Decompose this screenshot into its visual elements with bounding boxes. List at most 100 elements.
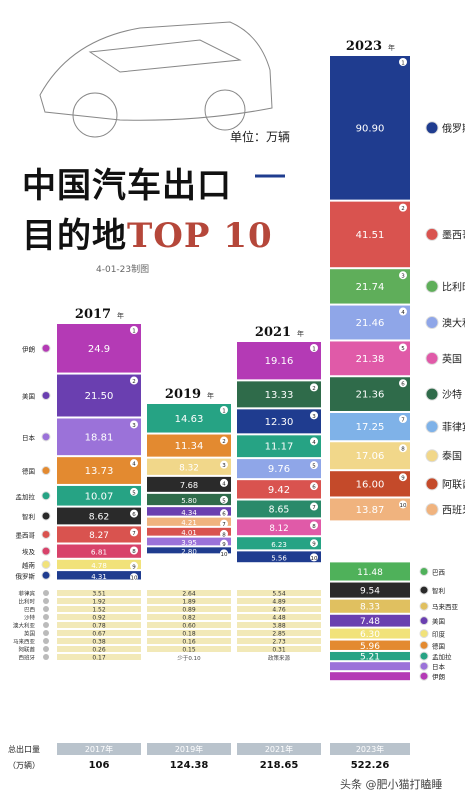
bar-value-2021-4: 11.17 xyxy=(265,442,294,453)
bar-value-2019-8: 4.01 xyxy=(181,529,197,537)
other-bar-2023-8 xyxy=(330,672,410,681)
year-suffix-2017: 年 xyxy=(117,311,124,320)
other-value-2019-1: 1.89 xyxy=(182,599,196,606)
bar-value-2017-1: 24.9 xyxy=(88,344,110,355)
rank-badge-2021-1 xyxy=(310,344,318,352)
other-bar-2021-3 xyxy=(237,614,321,620)
rank-badge-2021-9 xyxy=(310,539,318,548)
flag-icon-2023-7 xyxy=(425,420,439,434)
bar-2017-rank2 xyxy=(57,374,141,417)
bar-2021-rank3 xyxy=(237,409,321,434)
bar-2023-rank3 xyxy=(330,269,410,304)
country-label-2023-9: 阿联酋 xyxy=(442,478,465,491)
bar-value-2023-10: 13.87 xyxy=(356,505,385,516)
country-label-2017-7: 墨西哥 xyxy=(16,531,36,539)
flag-icon-2023-9 xyxy=(425,477,439,491)
rank-number-2017-10: 10 xyxy=(131,576,138,582)
other-bar-2019-2 xyxy=(147,606,231,612)
other-value-2017-0: 3.51 xyxy=(92,591,106,598)
flag-icon-2023-2 xyxy=(425,227,439,241)
rank-badge-2017-7 xyxy=(130,528,138,537)
other-flag-icon-2023-6 xyxy=(419,651,429,661)
flag-icon-2017-2 xyxy=(41,391,51,401)
rank-badge-2019-5 xyxy=(220,495,228,504)
car-window-outline xyxy=(88,39,242,73)
other-bar-2023-2 xyxy=(330,599,410,613)
other-bar-2017-3 xyxy=(57,614,141,620)
bar-2017-rank1 xyxy=(57,324,141,373)
other-country-2017-3: 沙特 xyxy=(24,614,36,622)
bar-value-2019-5: 5.80 xyxy=(181,497,197,505)
bar-value-2017-5: 10.07 xyxy=(85,491,114,502)
rank-number-2019-9: 9 xyxy=(222,542,226,548)
flag-icon-2023-6 xyxy=(425,387,439,401)
bar-2017-rank10 xyxy=(57,571,141,580)
other-bar-2023-4 xyxy=(330,628,410,639)
rank-badge-2021-4 xyxy=(310,437,318,446)
bar-2023-rank9 xyxy=(330,471,410,497)
rank-number-2021-3: 3 xyxy=(312,414,316,420)
other-country-2023-7: 日本 xyxy=(432,662,446,671)
bar-2023-rank1 xyxy=(330,56,410,200)
rank-number-2017-3: 3 xyxy=(132,423,136,429)
other-flag-icon-2017-5 xyxy=(43,630,49,636)
country-label-2017-10: 俄罗斯 xyxy=(16,571,36,580)
bar-value-2023-3: 21.74 xyxy=(356,282,385,293)
rank-number-2017-8: 8 xyxy=(132,549,136,555)
bar-2023-rank5 xyxy=(330,341,410,376)
other-bar-2019-1 xyxy=(147,598,231,604)
other-country-2017-4: 澳大利亚 xyxy=(13,622,36,630)
others-note-2021: 政策来源 xyxy=(268,654,291,662)
other-value-2023-4: 6.30 xyxy=(360,630,380,640)
rank-badge-2023-7 xyxy=(399,414,407,423)
other-value-2021-6: 2.73 xyxy=(272,639,286,646)
rank-badge-2021-5 xyxy=(310,461,318,470)
other-country-2017-0: 菲律宾 xyxy=(18,590,35,598)
other-value-2017-5: 0.67 xyxy=(92,631,106,638)
rank-number-2019-8: 8 xyxy=(222,532,226,538)
other-bar-2021-4 xyxy=(237,622,321,628)
flag-icon-2023-4 xyxy=(425,316,439,330)
bar-value-2019-3: 8.32 xyxy=(179,463,199,473)
chart-title-line2: 目的地TOP 10 xyxy=(22,208,273,257)
bar-value-2021-6: 9.42 xyxy=(268,485,290,496)
other-bar-2017-8 xyxy=(57,654,141,660)
total-year-tab-2023 xyxy=(330,743,410,755)
bar-2019-rank2 xyxy=(147,434,231,457)
other-flag-icon-2017-2 xyxy=(43,606,49,612)
bar-2021-rank5 xyxy=(237,459,321,479)
flag-icon-2017-5 xyxy=(41,491,51,501)
bar-2021-rank8 xyxy=(237,519,321,536)
rank-number-2023-4: 4 xyxy=(401,310,405,316)
other-flag-icon-2017-7 xyxy=(43,646,49,652)
rank-badge-2019-6 xyxy=(220,509,228,518)
bar-2023-rank7 xyxy=(330,412,410,441)
other-country-2017-6: 马来西亚 xyxy=(13,638,36,646)
other-value-2017-6: 0.38 xyxy=(92,639,106,646)
total-unit-label: （万辆） xyxy=(8,760,40,770)
rank-number-2017-6: 6 xyxy=(132,512,136,518)
other-bar-2019-5 xyxy=(147,630,231,636)
other-flag-icon-2023-1 xyxy=(419,585,429,595)
bar-value-2021-2: 13.33 xyxy=(265,390,294,401)
bar-value-2017-4: 13.73 xyxy=(85,466,114,477)
country-label-2017-5: 孟加拉 xyxy=(16,492,36,501)
total-label: 总出口量 xyxy=(8,744,40,754)
rank-badge-2017-1 xyxy=(130,326,138,334)
rank-badge-2023-10 xyxy=(399,500,407,509)
country-label-2017-4: 德国 xyxy=(22,467,35,476)
rank-number-2021-5: 5 xyxy=(312,464,316,470)
rank-badge-2023-5 xyxy=(399,343,407,352)
other-bar-2023-0 xyxy=(330,562,410,581)
other-flag-icon-2023-0 xyxy=(419,566,429,576)
total-year-label-2021: 2021年 xyxy=(265,744,293,754)
bar-value-2021-8: 8.12 xyxy=(269,524,288,534)
rank-number-2021-6: 6 xyxy=(312,485,316,491)
total-year-label-2019: 2019年 xyxy=(175,744,203,754)
year-label-2021: 2021 xyxy=(255,325,291,340)
bar-2017-rank4 xyxy=(57,457,141,484)
bar-2021-rank1 xyxy=(237,342,321,380)
other-value-2021-5: 2.85 xyxy=(272,631,286,638)
other-bar-2021-7 xyxy=(237,646,321,652)
other-value-2019-7: 0.15 xyxy=(182,647,196,654)
